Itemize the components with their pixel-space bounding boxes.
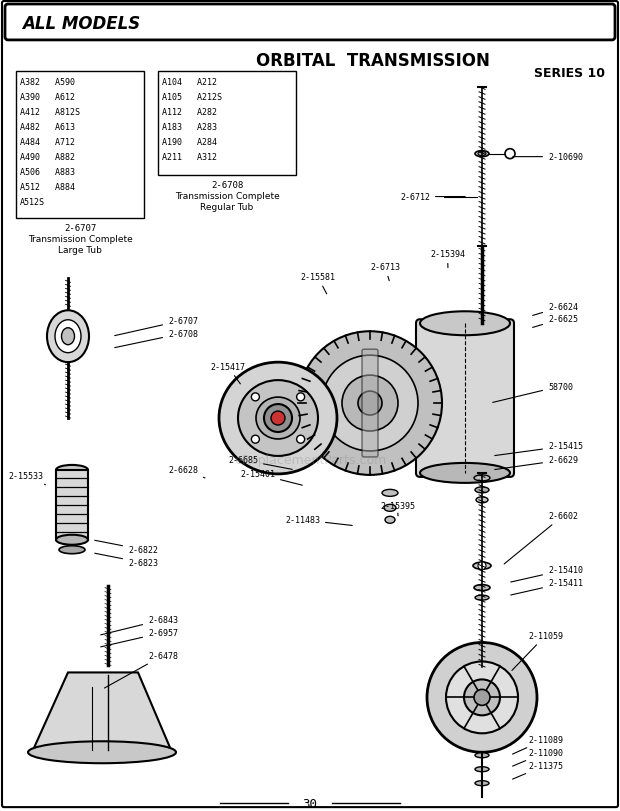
Text: A390   A612: A390 A612 <box>20 92 75 101</box>
Circle shape <box>342 375 398 431</box>
Circle shape <box>271 411 285 426</box>
Text: 2-15410: 2-15410 <box>511 565 583 582</box>
Text: 2-6823: 2-6823 <box>95 554 158 568</box>
Text: 2-15415: 2-15415 <box>495 442 583 456</box>
Ellipse shape <box>474 585 490 591</box>
Text: A482   A613: A482 A613 <box>20 122 75 131</box>
Text: 2-6602: 2-6602 <box>504 512 578 564</box>
Text: 2-6708: 2-6708 <box>115 329 198 348</box>
Circle shape <box>322 356 418 452</box>
Text: Regular Tub: Regular Tub <box>200 202 254 212</box>
Text: Large Tub: Large Tub <box>58 246 102 255</box>
Ellipse shape <box>420 463 510 483</box>
Circle shape <box>264 405 292 432</box>
Text: 2-6712: 2-6712 <box>400 193 465 202</box>
Text: A104   A212: A104 A212 <box>162 78 217 87</box>
Circle shape <box>427 642 537 753</box>
Text: SERIES 10: SERIES 10 <box>534 67 605 79</box>
Text: 2-10690: 2-10690 <box>513 153 583 162</box>
Text: 2-6625: 2-6625 <box>533 315 578 328</box>
FancyBboxPatch shape <box>5 5 615 41</box>
FancyBboxPatch shape <box>416 320 514 478</box>
Text: 2-15411: 2-15411 <box>511 578 583 595</box>
Ellipse shape <box>473 563 491 569</box>
Ellipse shape <box>56 466 88 475</box>
Circle shape <box>464 680 500 715</box>
Circle shape <box>298 332 442 475</box>
Text: 2-11059: 2-11059 <box>512 631 563 671</box>
Text: 2-6708: 2-6708 <box>211 180 243 189</box>
Text: A484   A712: A484 A712 <box>20 138 75 147</box>
Ellipse shape <box>475 753 489 757</box>
Ellipse shape <box>420 312 510 336</box>
Ellipse shape <box>219 363 337 474</box>
Ellipse shape <box>61 328 74 345</box>
Text: 2-15395: 2-15395 <box>380 502 415 516</box>
Ellipse shape <box>47 311 89 363</box>
Ellipse shape <box>28 741 176 763</box>
Ellipse shape <box>475 487 489 493</box>
Circle shape <box>296 436 304 444</box>
Text: A112   A282: A112 A282 <box>162 108 217 117</box>
Text: A512   A884: A512 A884 <box>20 182 75 191</box>
Circle shape <box>251 393 259 401</box>
Ellipse shape <box>476 497 488 503</box>
Text: 2-6713: 2-6713 <box>370 263 400 281</box>
Text: 2-6957: 2-6957 <box>100 629 178 647</box>
Text: Transmission Complete: Transmission Complete <box>175 191 280 200</box>
Text: 2-15394: 2-15394 <box>430 250 465 268</box>
Text: 2-15401: 2-15401 <box>240 470 303 486</box>
FancyBboxPatch shape <box>362 350 378 457</box>
Ellipse shape <box>56 535 88 545</box>
Text: 2-6707: 2-6707 <box>115 316 198 337</box>
Text: 2-6685: 2-6685 <box>228 456 292 470</box>
Ellipse shape <box>382 490 398 496</box>
Text: 30: 30 <box>303 796 317 809</box>
Circle shape <box>474 689 490 706</box>
Text: 2-6624: 2-6624 <box>533 303 578 316</box>
Circle shape <box>478 562 486 570</box>
Circle shape <box>296 393 304 401</box>
Ellipse shape <box>384 504 396 512</box>
Text: 2-6843: 2-6843 <box>100 616 178 635</box>
Polygon shape <box>32 672 172 753</box>
Ellipse shape <box>238 380 318 457</box>
Text: eReplacementParts.com: eReplacementParts.com <box>234 454 386 467</box>
Text: 2-11090: 2-11090 <box>513 748 563 766</box>
Bar <box>158 71 296 175</box>
Bar <box>56 470 88 540</box>
Text: A190   A284: A190 A284 <box>162 138 217 147</box>
Ellipse shape <box>475 152 489 157</box>
Text: 2-6707: 2-6707 <box>64 224 96 234</box>
Text: ALL MODELS: ALL MODELS <box>22 15 140 33</box>
Text: A490   A882: A490 A882 <box>20 152 75 161</box>
Text: 2-15581: 2-15581 <box>300 272 335 294</box>
Ellipse shape <box>59 546 85 554</box>
Bar <box>16 71 144 219</box>
Text: 2-11089: 2-11089 <box>513 735 563 754</box>
Text: 2-6822: 2-6822 <box>95 541 158 555</box>
Ellipse shape <box>55 320 81 354</box>
Text: Transmission Complete: Transmission Complete <box>28 235 133 244</box>
Ellipse shape <box>474 475 490 481</box>
Circle shape <box>358 392 382 415</box>
Text: 2-11375: 2-11375 <box>513 761 563 779</box>
Text: 2-15533: 2-15533 <box>8 472 45 485</box>
Text: A506   A883: A506 A883 <box>20 167 75 177</box>
Text: 2-11483: 2-11483 <box>285 516 352 526</box>
Text: ORBITAL  TRANSMISSION: ORBITAL TRANSMISSION <box>256 52 490 70</box>
Ellipse shape <box>475 781 489 786</box>
Ellipse shape <box>475 766 489 772</box>
Text: 2-6628: 2-6628 <box>168 466 205 478</box>
Ellipse shape <box>256 397 300 440</box>
Circle shape <box>446 662 518 733</box>
Text: A105   A212S: A105 A212S <box>162 92 222 101</box>
Text: A183   A283: A183 A283 <box>162 122 217 131</box>
Circle shape <box>251 436 259 444</box>
Text: 2-6629: 2-6629 <box>495 456 578 470</box>
Text: 2-6478: 2-6478 <box>104 651 178 689</box>
Ellipse shape <box>385 517 395 524</box>
Text: A412   A812S: A412 A812S <box>20 108 80 117</box>
Text: 2-15417: 2-15417 <box>210 363 245 384</box>
